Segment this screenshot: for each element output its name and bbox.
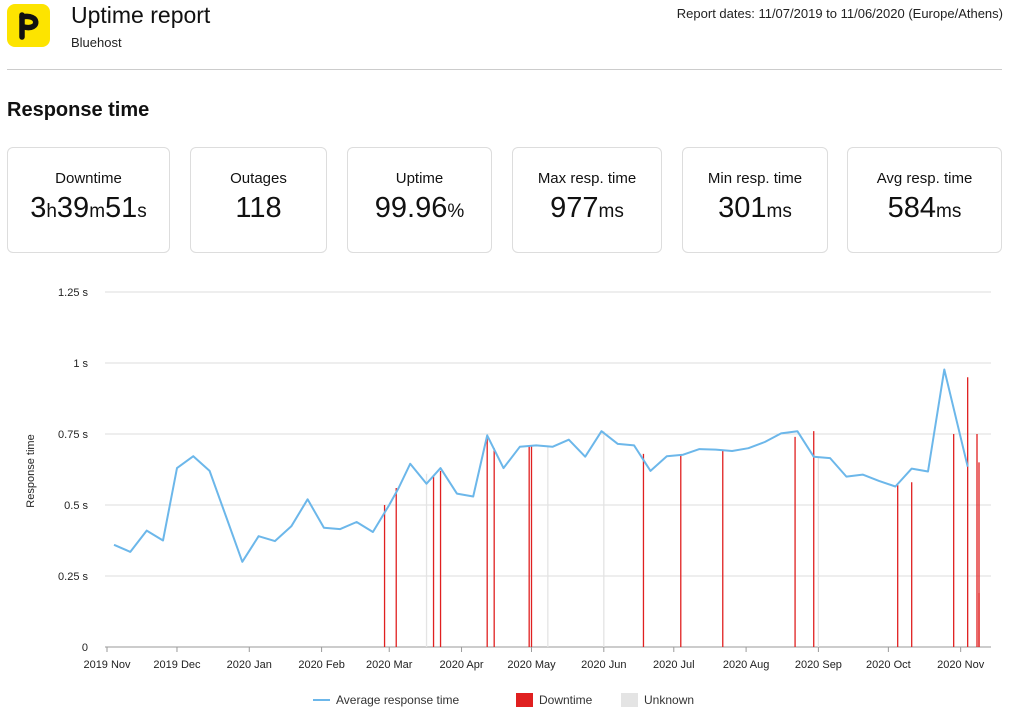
stat-number: 118 [235,192,282,224]
y-axis-ticks: 0 0.25 s 0.5 s 0.75 s 1 s 1.25 s [58,287,88,654]
stat-number: 51 [105,192,138,224]
y-tick-label: 1.25 s [58,287,88,299]
stat-card-min-resp: Min resp. time 301ms [682,147,828,253]
y-tick-label: 1 s [73,358,88,370]
logo-glyph-icon [18,11,38,40]
x-tick-label: 2020 Aug [723,659,770,671]
x-tick-label: 2020 Sep [795,659,842,671]
stat-unit: s [137,201,147,222]
response-line [113,368,969,563]
x-tick-label: 2019 Nov [83,659,131,671]
report-dates: Report dates: 11/07/2019 to 11/06/2020 (… [676,6,1003,21]
stat-unit: m [89,201,106,222]
chart-legend: Average response time Downtime Unknown [313,693,694,707]
x-tick-label: 2019 Dec [153,659,201,671]
downtime-bars [383,377,980,647]
stat-card-uptime: Uptime 99.96% [347,147,492,253]
stat-card-avg-resp: Avg resp. time 584ms [847,147,1002,253]
stat-unit: ms [936,201,962,222]
stat-value: 301ms [683,192,827,225]
legend-item: Downtime [516,693,593,707]
section-title: Response time [7,99,150,121]
legend-swatch [516,693,533,707]
x-tick-label: 2020 May [507,659,556,671]
stat-label: Min resp. time [707,170,803,187]
stat-label: Outages [230,170,287,187]
stat-value: 3h39m51s [8,192,169,225]
report-title: Uptime report [71,2,211,28]
legend-item: Average response time [313,693,460,707]
legend-label: Average response time [336,693,460,707]
stat-unit: % [447,201,465,222]
legend-swatch [621,693,638,707]
average-response-line [113,368,969,563]
stat-label: Downtime [55,170,122,187]
stat-number: 977 [550,192,599,224]
stat-label: Max resp. time [537,170,637,187]
stat-label: Uptime [395,170,444,187]
header-divider [7,69,1002,70]
report-subtitle: Bluehost [71,35,122,50]
stat-number: 301 [718,192,767,224]
y-axis-title: Response time [25,434,37,507]
pingdom-logo-icon [7,4,50,47]
x-tick-label: 2020 Feb [298,659,344,671]
stat-value: 977ms [513,192,661,225]
stat-number: 584 [887,192,937,224]
legend-label: Downtime [539,693,593,707]
y-tick-label: 0 [82,642,88,654]
response-time-chart: 00.25 s0.5 s0.75 s1 s1.25 s 2019 Nov 2019… [25,287,991,707]
y-tick-label: 0.5 s [64,500,88,512]
legend-item: Unknown [621,693,694,707]
stat-label: Avg resp. time [876,170,973,187]
x-tick-label: 2020 Nov [937,659,985,671]
stat-card-downtime: Downtime 3h39m51s [7,147,170,253]
stat-unit: ms [598,201,624,222]
stat-number: 3 [30,192,47,224]
stat-number: 39 [56,192,90,224]
stat-card-outages: Outages 118 [190,147,327,253]
y-tick-label: 0.75 s [58,429,88,441]
x-tick-label: 2020 Jul [653,659,695,671]
x-tick-label: 2020 Mar [366,659,413,671]
x-tick-label: 2020 Apr [440,659,484,671]
x-tick-label: 2020 Oct [866,659,911,671]
stat-unit: ms [766,201,792,222]
legend-label: Unknown [644,693,694,707]
x-tick-label: 2020 Jan [227,659,272,671]
stat-unit: h [46,201,57,222]
stat-value: 118 [191,192,326,225]
x-axis-ticks: 2019 Nov 2019 Dec 2020 Jan 2020 Feb 2020 Mar… [83,647,985,671]
stat-card-max-resp: Max resp. time 977ms [512,147,662,253]
stat-value: 99.96% [348,192,491,225]
y-tick-label: 0.25 s [58,571,88,583]
stat-number: 99.96 [374,192,448,224]
x-tick-label: 2020 Jun [581,659,626,671]
stat-value: 584ms [848,192,1001,225]
